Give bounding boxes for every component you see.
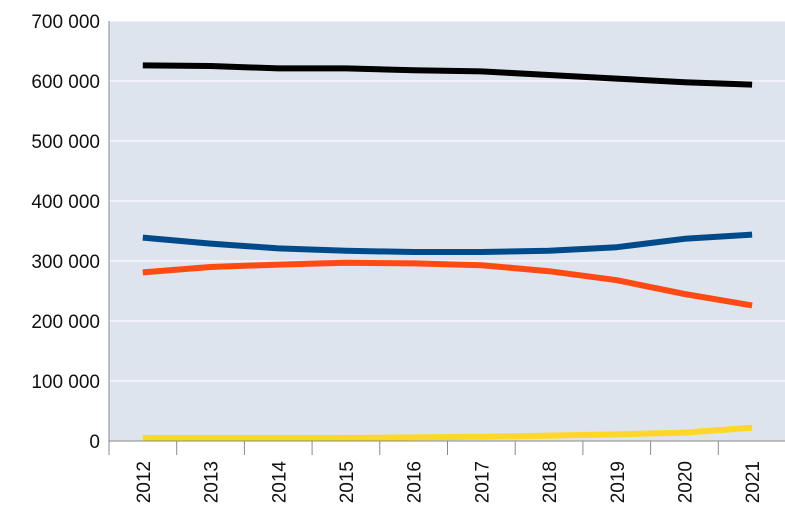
x-tick-label: 2017 <box>472 461 493 503</box>
series-line-3 <box>142 259 753 309</box>
x-tick-label: 2021 <box>743 461 764 503</box>
x-tick-label: 2014 <box>269 461 290 504</box>
series-lines <box>142 62 753 441</box>
y-tick-label: 300 000 <box>31 252 100 273</box>
x-tick-label: 2013 <box>202 461 223 503</box>
x-tick-label: 2016 <box>405 461 426 503</box>
series-line-2 <box>142 231 753 255</box>
series-line-1 <box>142 62 753 88</box>
plot-area <box>109 21 785 441</box>
axes <box>108 21 785 455</box>
y-tick-label: 600 000 <box>31 72 100 93</box>
y-tick-label: 100 000 <box>31 372 100 393</box>
x-tick-label: 2012 <box>134 461 155 503</box>
x-tick-label: 2015 <box>337 461 358 503</box>
tick-labels: 0 100 000 200 000 300 000 400 000 500 000 600 … <box>31 12 764 503</box>
y-tick-label: 400 000 <box>31 192 100 213</box>
y-tick-label: 500 000 <box>31 132 100 153</box>
x-tick-label: 2020 <box>675 461 696 503</box>
y-tick-label: 700 000 <box>31 12 100 33</box>
y-tick-label: 200 000 <box>31 312 100 333</box>
x-tick-label: 2019 <box>608 461 629 503</box>
x-tick-label: 2018 <box>540 461 561 503</box>
series-line-4 <box>142 424 753 441</box>
y-tick-label: 0 <box>89 432 100 453</box>
